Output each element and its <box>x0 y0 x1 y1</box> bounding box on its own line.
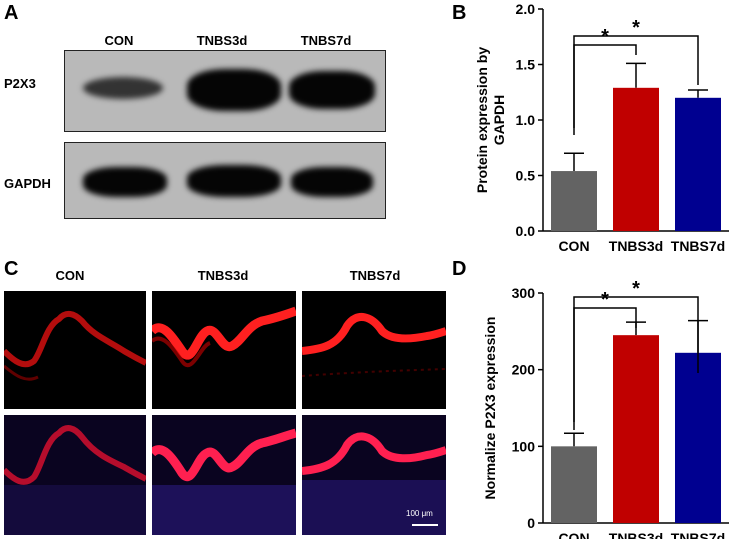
bar-tnbs3d <box>613 335 659 523</box>
p2x3-band-tnbs7d <box>289 71 375 109</box>
micrograph-tnbs3d-merge <box>152 415 296 535</box>
panel-letter-a: A <box>4 2 19 24</box>
panel-letter-d: D <box>452 258 467 280</box>
y-tick-label: 200 <box>512 362 536 378</box>
micrograph-con-merge <box>4 415 146 535</box>
y-tick-label: 0.0 <box>516 223 536 239</box>
gapdh-band-con <box>83 167 167 197</box>
scale-bar-label: 100 μm <box>406 509 433 518</box>
blot-row-label-gapdh: GAPDH <box>4 176 51 191</box>
panel-letter-b: B <box>452 2 467 24</box>
y-axis-label: Normalize P2X3 expression <box>482 317 498 500</box>
bar-tnbs7d <box>675 352 721 523</box>
chart-b: 0.0 0.5 1.0 1.5 2.0 Protein expression byGAPD… <box>474 1 729 254</box>
chart-d: 0 100 200 300 Normalize P2X3 expression CON TN… <box>482 278 729 539</box>
micrograph-tnbs3d-red <box>152 291 296 409</box>
x-tick-label: CON <box>558 238 589 254</box>
significance-bracket <box>573 35 699 128</box>
image-column-label-tnbs7d: TNBS7d <box>349 268 401 283</box>
gapdh-band-tnbs7d <box>291 167 373 197</box>
p2x3-band-con <box>83 77 163 99</box>
gapdh-blot <box>64 142 386 219</box>
micrograph-tnbs7d-merge: 100 μm <box>302 415 446 535</box>
p2x3-band-tnbs3d <box>187 69 281 111</box>
blot-lane-label-con: CON <box>104 33 134 48</box>
y-tick-label: 300 <box>512 285 536 301</box>
y-tick-label: 100 <box>512 438 536 454</box>
y-tick-label: 0.5 <box>516 168 536 184</box>
significance-star: * <box>632 17 640 39</box>
significance-star: * <box>632 278 640 300</box>
gapdh-band-tnbs3d <box>187 165 281 197</box>
significance-star: * <box>601 26 609 48</box>
significance-star: * <box>601 289 609 311</box>
y-tick-label: 2.0 <box>516 1 536 17</box>
panel-letter-c: C <box>4 258 19 280</box>
x-tick-label: TNBS3d <box>609 238 663 254</box>
x-tick-label: TNBS7d <box>671 238 725 254</box>
image-column-label-con: CON <box>55 268 85 283</box>
bar-tnbs7d <box>675 97 721 231</box>
bar-con <box>551 446 597 523</box>
blot-row-label-p2x3: P2X3 <box>4 76 36 91</box>
x-tick-label: TNBS7d <box>671 530 725 539</box>
image-column-label-tnbs3d: TNBS3d <box>197 268 249 283</box>
y-axis-label: Protein expression byGAPDH <box>474 47 507 193</box>
y-tick-label: 0 <box>527 515 535 531</box>
x-tick-label: CON <box>558 530 589 539</box>
y-tick-label: 1.0 <box>516 112 536 128</box>
significance-bracket <box>573 296 699 422</box>
micrograph-con-red <box>4 291 146 409</box>
y-tick-label: 1.5 <box>516 57 536 73</box>
blot-lane-label-tnbs3d: TNBS3d <box>196 33 248 48</box>
blot-lane-label-tnbs7d: TNBS7d <box>300 33 352 48</box>
x-tick-label: TNBS3d <box>609 530 663 539</box>
micrograph-tnbs7d-red <box>302 291 446 409</box>
bar-con <box>551 171 597 231</box>
bar-tnbs3d <box>613 87 659 231</box>
p2x3-blot <box>64 50 386 132</box>
